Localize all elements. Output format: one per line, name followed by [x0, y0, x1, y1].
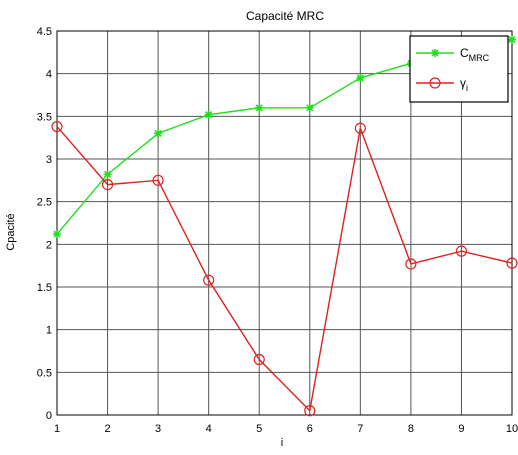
- data-point-series-0: [508, 35, 516, 44]
- marker-stroke: [508, 35, 516, 44]
- y-tick-label: 1.5: [37, 282, 52, 294]
- x-tick-label: 6: [307, 423, 313, 435]
- y-tick-label: 3: [46, 154, 52, 166]
- y-tick-label: 1: [46, 325, 52, 337]
- y-tick-label: 4: [46, 69, 52, 81]
- data-point-series-1: [253, 353, 265, 366]
- y-tick-label: 0: [46, 410, 52, 422]
- marker-stroke: [255, 104, 263, 112]
- legend-label-main: C: [460, 46, 469, 60]
- axes: 1 2 3 4 5 6 7 8 9 10 0 0.5 1 1.5 2 2.5 3 3.5 4 4.5: [37, 26, 518, 435]
- x-tick-label: 2: [104, 423, 110, 435]
- marker-stroke: [306, 104, 314, 112]
- data-point-series-1: [51, 120, 63, 133]
- y-tick-label: 3.5: [37, 111, 52, 123]
- data-point-series-1: [152, 174, 164, 186]
- data-point-series-0: [356, 73, 365, 82]
- data-point-series-1: [203, 274, 215, 286]
- marker-stroke: [205, 111, 213, 119]
- legend-label-1: γi: [460, 76, 468, 93]
- legend-marker-0: [431, 49, 439, 57]
- data-point-series-0: [305, 103, 314, 112]
- series-line-1: [56, 125, 513, 413]
- y-tick-label: 0.5: [37, 367, 52, 379]
- x-tick-label: 7: [357, 423, 363, 435]
- y-tick-label: 4.5: [37, 26, 52, 38]
- x-tick-label: 4: [206, 423, 212, 435]
- data-point-series-0: [103, 170, 112, 179]
- legend-box: [409, 35, 509, 103]
- marker-stroke: [103, 170, 112, 178]
- x-tick-label: 8: [408, 423, 414, 435]
- marker-stroke: [356, 74, 364, 82]
- data-point-series-1: [455, 245, 468, 257]
- data-point-series-1: [354, 122, 366, 134]
- data-point-series-0: [53, 230, 61, 239]
- legend-label-main: γ: [460, 76, 466, 90]
- marker-stroke: [431, 49, 439, 57]
- x-tick-label: 10: [506, 423, 518, 435]
- legend-label-subscript: i: [466, 83, 468, 93]
- data-point-series-0: [255, 103, 264, 112]
- y-tick-label: 2.5: [37, 197, 52, 209]
- legend-marker-1: [429, 77, 441, 89]
- y-tick-label: 2: [46, 239, 52, 251]
- legend-label-subscript: MRC: [469, 53, 490, 63]
- legend-label-0: CMRC: [460, 46, 490, 63]
- x-tick-label: 1: [54, 423, 60, 435]
- data-point-series-1: [304, 405, 316, 417]
- data-point-series-0: [154, 129, 163, 138]
- data-point-series-1: [101, 179, 114, 191]
- x-tick-label: 5: [256, 423, 262, 435]
- chart-title: Capacité MRC: [246, 9, 324, 23]
- axes-box: [56, 30, 513, 416]
- data-point-series-1: [405, 258, 417, 270]
- legend: CMRC γi: [409, 35, 509, 103]
- data-point-series-0: [204, 110, 213, 119]
- marker-stroke: [53, 230, 61, 238]
- y-axis-label: Cpacité: [5, 213, 17, 250]
- x-tick-label: 3: [155, 423, 161, 435]
- x-tick-label: 9: [458, 423, 464, 435]
- x-axis-label: i: [281, 437, 283, 449]
- data-point-series-1: [506, 257, 518, 269]
- marker-stroke: [154, 129, 162, 137]
